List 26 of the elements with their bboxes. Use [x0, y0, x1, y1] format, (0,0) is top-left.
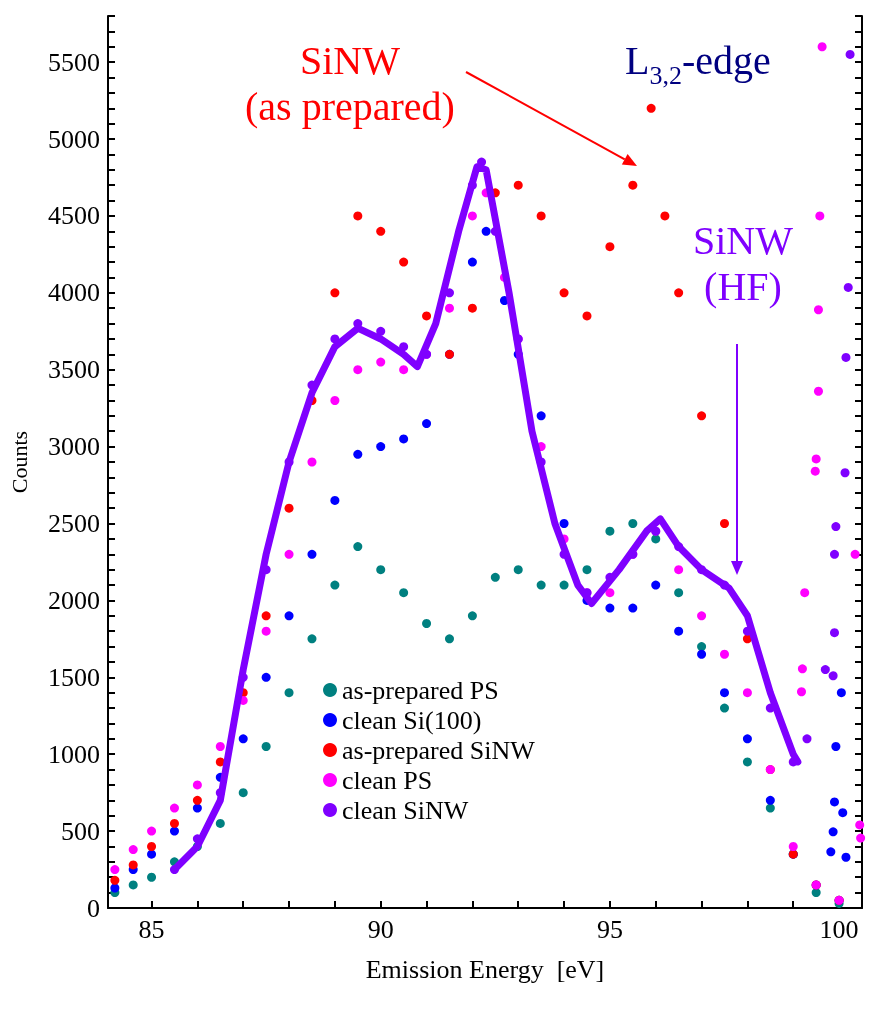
y-axis-title: Counts: [6, 430, 32, 494]
annotation: L$_{3,2}$-edge: [625, 38, 771, 90]
legend-label: clean Si(100): [342, 705, 482, 735]
y-tick-label: 4000: [48, 278, 100, 308]
y-tick-label: 3000: [48, 432, 100, 462]
x-axis-title: Emission Energy [eV]: [365, 954, 605, 984]
y-tick-label: 1500: [48, 662, 100, 692]
annotation: SiNW (HF): [693, 218, 793, 310]
y-tick-label: 2000: [48, 585, 100, 615]
legend-label: clean SiNW: [342, 795, 469, 825]
x-tick-label: 100: [819, 914, 859, 944]
legend-label: as-prepared PS: [342, 675, 499, 705]
legend-label: as-prepared SiNW: [342, 735, 536, 765]
y-tick-label: 1000: [48, 739, 100, 769]
y-tick-label: 3500: [48, 355, 100, 385]
x-tick-label: 85: [138, 914, 165, 944]
y-tick-label: 500: [61, 816, 100, 846]
annotation: SiNW (as prepared): [245, 38, 455, 130]
y-tick-label: 5500: [48, 47, 100, 77]
x-tick-label: 90: [367, 914, 394, 944]
y-tick-label: 2500: [48, 509, 100, 539]
legend-label: clean PS: [342, 765, 433, 795]
x-tick-label: 95: [596, 914, 623, 944]
y-tick-label: 4500: [48, 201, 100, 231]
y-tick-label: 0: [87, 893, 100, 923]
y-tick-label: 5000: [48, 124, 100, 154]
